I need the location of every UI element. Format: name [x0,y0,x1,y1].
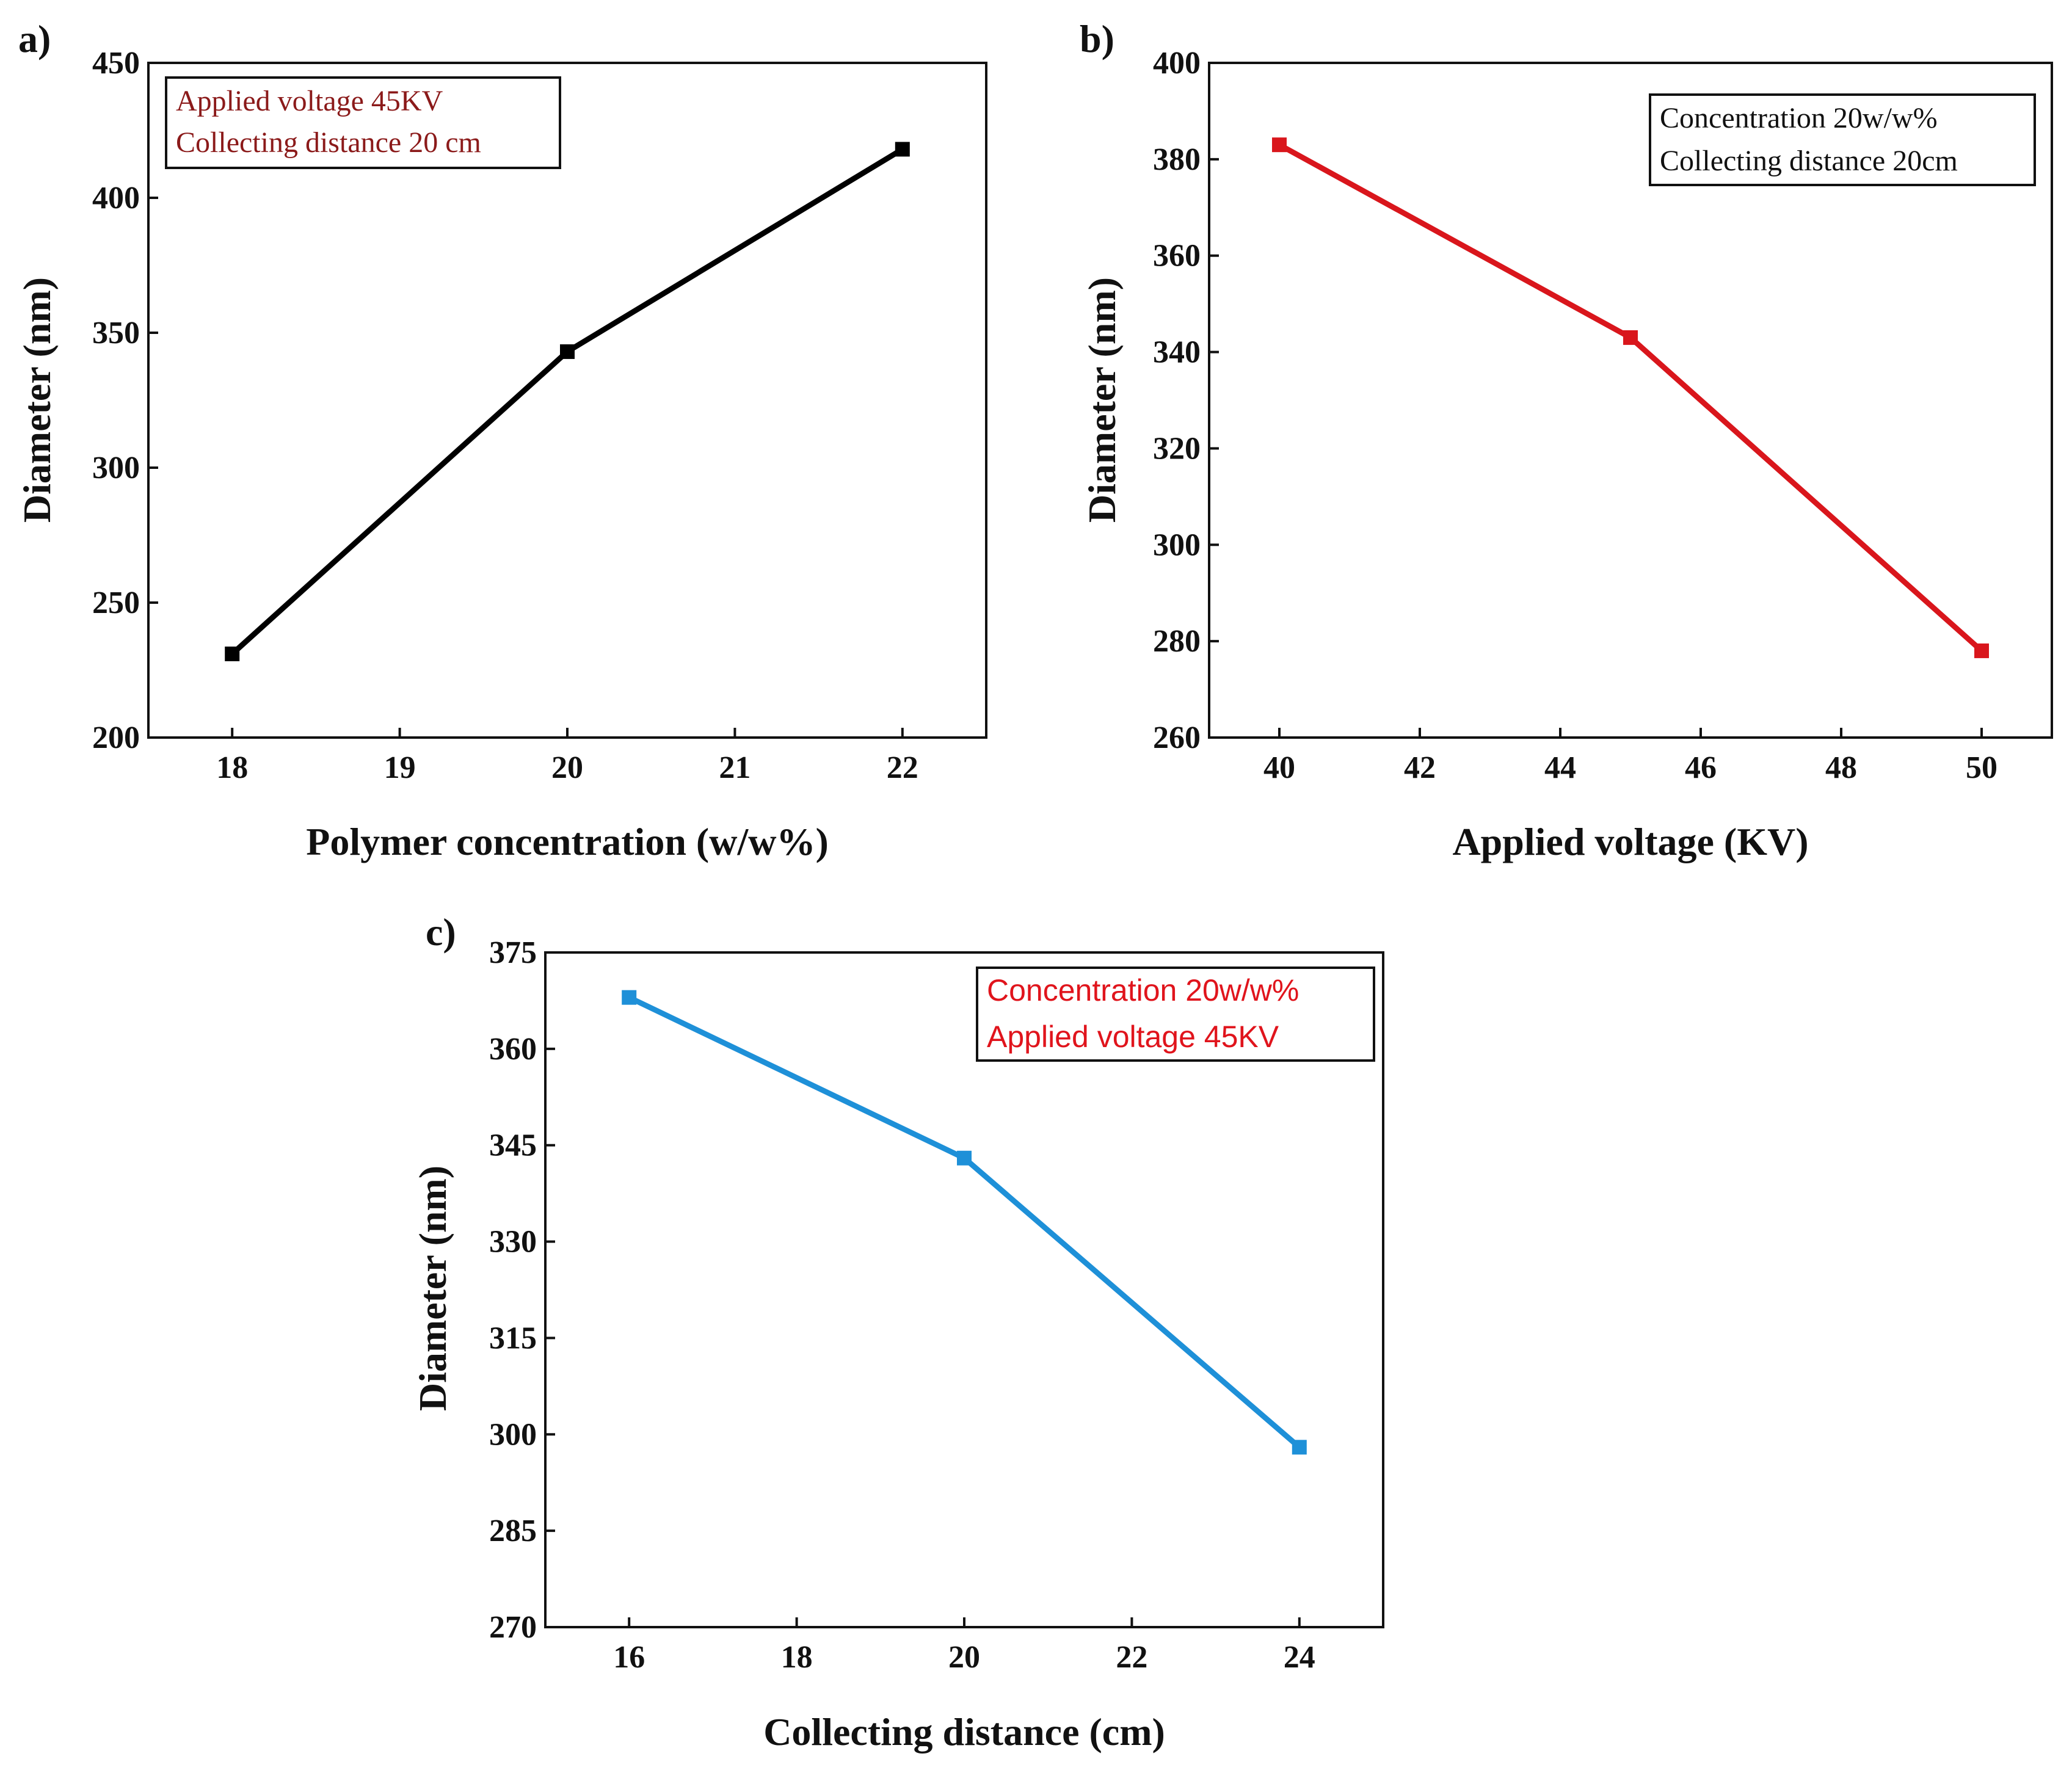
y-tick-label: 345 [489,1128,537,1163]
x-tick-label: 40 [1263,750,1295,785]
data-point [895,142,910,157]
legend-box [1649,93,2036,186]
data-point [1292,1440,1307,1455]
legend-box [976,967,1375,1062]
x-tick-label: 42 [1404,750,1436,785]
y-tick-label: 250 [92,586,140,620]
legend-entry: Applied voltage 45KV [987,1020,1279,1054]
y-tick-label: 270 [489,1610,537,1645]
legend-entry: Collecting distance 20cm [1660,145,1958,177]
y-tick-label: 400 [1153,46,1201,81]
data-point [225,646,240,661]
x-tick-label: 16 [613,1640,645,1675]
y-tick-label: 300 [92,451,140,485]
data-point [1623,330,1638,345]
data-point [622,990,637,1005]
y-tick-label: 320 [1153,431,1201,466]
series-line [229,146,906,657]
panel-label: b) [1080,17,1114,60]
x-tick-label: 46 [1685,750,1717,785]
x-axis-title: Polymer concentration (w/w%) [306,820,829,863]
x-tick-label: 48 [1825,750,1857,785]
x-tick-label: 20 [948,1640,980,1675]
panel-label: c) [426,910,456,954]
x-tick-label: 18 [216,750,248,785]
series-line [1276,142,1985,654]
y-tick-label: 350 [92,316,140,350]
legend-entry: Collecting distance 20 cm [176,126,481,159]
y-tick-label: 330 [489,1225,537,1260]
chart-panel-3: c) 270 285 300 315 330 345 360 375 16 18 20 22 24 Diam… [411,910,1384,1754]
y-tick-label: 280 [1153,624,1201,659]
y-tick-label: 375 [489,935,537,970]
x-tick-label: 50 [1966,750,1997,785]
chart-panel-1: a) 200 250 300 350 400 450 18 19 20 21 22 Diameter (… [15,17,987,863]
x-tick-label: 19 [384,750,416,785]
x-tick-label: 24 [1284,1640,1315,1675]
legend: Concentration 20w/w% Applied voltage 45KV [976,967,1375,1062]
x-tick-label: 22 [887,750,918,785]
legend-entry: Applied voltage 45KV [176,85,443,117]
y-tick-label: 315 [489,1321,537,1355]
y-axis-title: Diameter (nm) [1080,277,1124,523]
legend: Applied voltage 45KV Collecting distance … [165,76,561,169]
y-axis-title: Diameter (nm) [411,1166,454,1411]
y-tick-label: 400 [92,181,140,216]
y-tick-label: 200 [92,720,140,755]
chart-panel-2: b) 260 280 300 320 340 360 380 400 40 42 44 46 48 50 Di… [1080,17,2053,863]
y-tick-label: 360 [489,1032,537,1067]
y-tick-label: 450 [92,46,140,81]
data-point [1974,643,1989,658]
x-tick-label: 18 [781,1640,813,1675]
x-axis-title: Collecting distance (cm) [763,1710,1165,1754]
legend-entry: Concentration 20w/w% [1660,102,1938,134]
y-tick-label: 300 [1153,528,1201,562]
panel-label: a) [18,17,51,60]
legend-box [165,76,561,169]
x-axis-title: Applied voltage (KV) [1452,820,1808,863]
legend-entry: Concentration 20w/w% [987,973,1299,1007]
y-tick-label: 360 [1153,239,1201,274]
data-point [560,344,575,359]
x-tick-label: 21 [719,750,751,785]
legend: Concentration 20w/w% Collecting distance … [1649,93,2036,186]
y-tick-label: 285 [489,1514,537,1548]
series-line [626,995,1303,1450]
data-point [1272,137,1287,153]
plot-frame [1208,62,2053,739]
x-tick-label: 22 [1116,1640,1147,1675]
y-axis-title: Diameter (nm) [15,277,59,523]
x-tick-label: 44 [1544,750,1576,785]
y-tick-label: 380 [1153,142,1201,177]
y-tick-label: 340 [1153,335,1201,370]
x-tick-label: 20 [551,750,583,785]
y-tick-label: 260 [1153,720,1201,755]
data-point [957,1150,972,1166]
y-tick-label: 300 [489,1417,537,1452]
